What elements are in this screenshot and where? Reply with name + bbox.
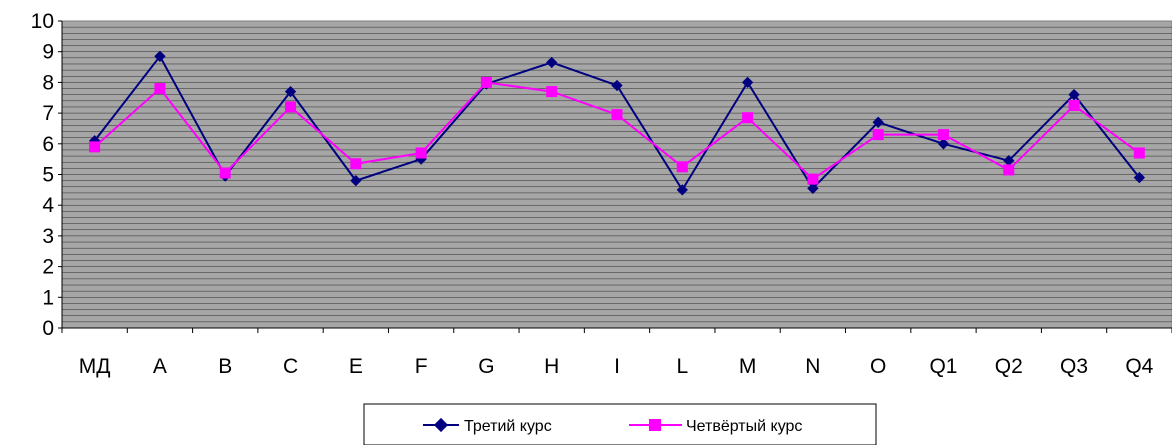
data-point-diamond: [676, 184, 688, 196]
data-point-square: [415, 147, 427, 159]
x-tick-label: Q4: [1125, 355, 1153, 378]
data-point-square: [546, 86, 558, 98]
x-tick-label: H: [544, 355, 559, 378]
y-tick-label: 7: [42, 102, 54, 125]
data-point-diamond: [937, 138, 950, 150]
data-point-square: [872, 129, 884, 141]
y-tick-label: 1: [42, 286, 54, 309]
x-tick-label: G: [478, 355, 494, 378]
y-tick-label: 3: [42, 225, 54, 248]
x-tick-label: B: [218, 355, 232, 378]
data-point-square: [154, 83, 166, 95]
y-tick-label: 0: [42, 317, 54, 340]
y-tick-label: 8: [42, 71, 54, 94]
series-layer: [88, 50, 1146, 196]
x-tick-label: F: [415, 355, 428, 378]
data-point-square: [807, 173, 819, 185]
data-point-diamond: [807, 182, 819, 194]
x-tick-label: E: [349, 355, 363, 378]
legend-label-third-course: Третий курс: [464, 418, 552, 435]
x-tick-label: Q3: [1060, 355, 1088, 378]
legend: Третий курс Четвёртый курс: [363, 403, 877, 445]
data-point-square: [1003, 164, 1015, 176]
data-point-square: [611, 109, 623, 121]
data-point-diamond: [1003, 155, 1015, 167]
x-tick-label: Q1: [929, 355, 957, 378]
y-tick-label: 2: [42, 256, 54, 279]
y-tick-label: 9: [42, 41, 54, 64]
data-point-diamond: [1068, 89, 1080, 101]
grid-lines: [62, 26, 1172, 323]
axes: 0 1 2 3 4 5 6 7 8 9 10 МД A B C E F G H I L M N O Q1 Q2 Q3 Q4: [31, 10, 1172, 378]
y-tick-label: 5: [42, 164, 54, 187]
x-tick-label: L: [676, 355, 688, 378]
x-tick-label: Q2: [995, 355, 1023, 378]
data-point-square: [89, 141, 101, 153]
data-point-square: [742, 112, 754, 124]
data-point-square: [1068, 99, 1080, 111]
legend-marker-fourth-course: [649, 419, 661, 431]
x-tick-label: M: [739, 355, 757, 378]
data-point-diamond: [350, 174, 362, 187]
x-tick-label: O: [870, 355, 886, 378]
data-point-diamond: [154, 50, 166, 62]
data-point-square: [350, 158, 362, 170]
y-tick-label: 10: [31, 10, 54, 33]
x-tick-label: C: [283, 355, 298, 378]
data-point-square: [480, 76, 492, 88]
legend-label-fourth-course: Четвёртый курс: [686, 418, 802, 435]
x-tick-label: N: [805, 355, 820, 378]
x-tick-label: МД: [79, 355, 111, 378]
data-point-square: [676, 161, 688, 173]
y-tick-label: 4: [42, 194, 54, 217]
x-tick-label: A: [153, 355, 167, 378]
y-tick-label: 6: [42, 133, 54, 156]
data-point-square: [219, 167, 231, 179]
x-tick-label: I: [614, 355, 620, 378]
legend-marker-third-course: [433, 417, 449, 433]
data-point-square: [1133, 147, 1145, 159]
data-point-diamond: [1133, 171, 1146, 184]
data-point-square: [285, 101, 297, 113]
data-point-square: [937, 129, 949, 141]
